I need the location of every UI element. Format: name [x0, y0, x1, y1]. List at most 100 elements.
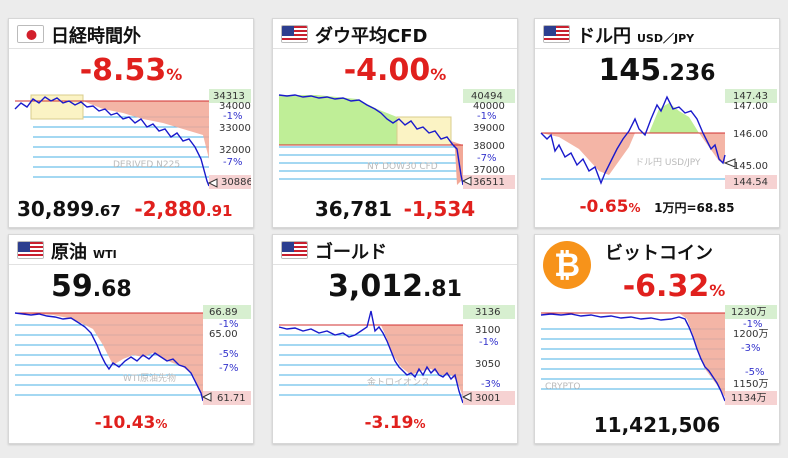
tick-label: 3100 [475, 325, 500, 336]
current-price: 145.236 [598, 53, 716, 88]
tick-label: 147.43 [733, 91, 768, 102]
tick-label: 1200万 [733, 329, 768, 340]
card-footer: -0.65% 1万円=68.85 [535, 197, 779, 225]
tick-label: 3050 [475, 359, 500, 370]
card-title: ダウ平均CFD [315, 26, 428, 47]
card-title: 原油 WTI [51, 242, 117, 263]
card-footer: 36,781 -1,534 [273, 197, 517, 225]
tick-label: 1134万 [731, 393, 766, 404]
tick-label: -5% [745, 367, 764, 378]
card-header: 日経時間外 [9, 19, 253, 49]
tick-label: -1% [479, 337, 498, 348]
tick-label: -1% [219, 319, 238, 330]
tick-label: 146.00 [733, 129, 768, 140]
current-price: 3,012.81 [328, 269, 462, 304]
tick-label: 34000 [219, 101, 251, 112]
tick-label: -5% [219, 349, 238, 360]
card-title: ドル円 USD／JPY [577, 26, 695, 47]
card-header: 原油 WTI [9, 235, 253, 265]
chart-watermark: CRYPTO [545, 382, 580, 392]
japan-flag-icon [17, 25, 44, 43]
dow-chart: NY DOW30 CFD 40494 40000 -1% 39000 38000… [278, 89, 515, 189]
change-value: -1,534 [403, 197, 476, 221]
current-value: 11,421,506 [593, 413, 721, 437]
card-subtitle: USD／JPY [637, 32, 695, 45]
bitcoin-icon: ₿ [543, 241, 591, 289]
nikkei-chart: DERIVED N225 34313 34000 -1% 33000 32000… [14, 89, 251, 189]
tick-label: -3% [481, 379, 500, 390]
chart-watermark: NY DOW30 CFD [367, 162, 438, 172]
card-header: ドル円 USD／JPY [535, 19, 779, 49]
change-percent: -10.43% [94, 413, 168, 433]
card-footer: 11,421,506 [535, 413, 779, 441]
tick-label: 61.71 [217, 393, 246, 404]
yen-conversion-note: 1万円=68.85 [654, 201, 735, 215]
tick-label: -7% [219, 363, 238, 374]
tick-label: 65.00 [209, 329, 238, 340]
card-header: ダウ平均CFD [273, 19, 517, 49]
current-marker-icon [201, 392, 212, 402]
change-percent: -0.65% [579, 197, 641, 217]
nikkei-card[interactable]: 日経時間外 -8.53% DERIVED N225 34313 34000 -1… [8, 18, 254, 228]
current-value: 30,899.67 [17, 197, 121, 221]
card-footer: -3.19% [273, 413, 517, 441]
tick-label: 34313 [213, 91, 245, 102]
usa-flag-icon [17, 241, 44, 259]
usa-flag-icon [543, 25, 570, 43]
current-marker-icon [207, 178, 218, 188]
tick-label: 39000 [473, 123, 505, 134]
current-marker-icon [461, 176, 472, 186]
current-marker-icon [461, 392, 472, 402]
change-percent: -8.53% [79, 53, 183, 88]
change-value: -2,880.91 [134, 197, 233, 221]
tick-label: -1% [743, 319, 762, 330]
chart-watermark: WTI原油先物 [123, 372, 176, 384]
tick-label: 36511 [473, 177, 505, 188]
card-subtitle: WTI [93, 248, 117, 261]
card-title: ビットコイン [605, 243, 713, 264]
tick-label: 40000 [473, 101, 505, 112]
card-footer: 30,899.67 -2,880.91 [9, 197, 253, 225]
change-percent: -3.19% [364, 413, 426, 433]
current-value: 36,781 [314, 197, 393, 221]
gold-card[interactable]: ゴールド 3,012.81 金トロイオンス 3136 3100 -1% 3050… [272, 234, 518, 444]
tick-label: 147.00 [733, 101, 768, 112]
chart-watermark: DERIVED N225 [113, 160, 180, 170]
tick-label: 38000 [473, 141, 505, 152]
change-percent: -6.32% [622, 269, 726, 304]
usdjpy-card[interactable]: ドル円 USD／JPY 145.236 ドル円 USD/JPY 147.43 14… [534, 18, 780, 228]
tick-label: 33000 [219, 123, 251, 134]
tick-label: 3136 [475, 307, 500, 318]
tick-label: -7% [477, 153, 496, 164]
oil-chart: WTI原油先物 66.89 -1% 65.00 -5% -7% 61.71 [14, 305, 251, 405]
tick-label: 37000 [473, 165, 505, 176]
usa-flag-icon [281, 25, 308, 43]
tick-label: 144.54 [733, 177, 768, 188]
tick-label: 30886 [221, 177, 251, 188]
card-header: ゴールド [273, 235, 517, 265]
tick-label: -1% [223, 111, 242, 122]
bitcoin-card[interactable]: ₿ ビットコイン -6.32% CRYPTO 1230万 -1% 1200万 -… [534, 234, 780, 444]
bitcoin-chart: CRYPTO 1230万 -1% 1200万 -3% -5% 1150万 113… [540, 305, 777, 405]
usa-flag-icon [281, 241, 308, 259]
oil-card[interactable]: 原油 WTI 59.68 WTI原油先物 66.89 -1% 65.00 -5% … [8, 234, 254, 444]
tick-label: 66.89 [209, 307, 238, 318]
card-footer: -10.43% [9, 413, 253, 441]
current-price: 59.68 [51, 269, 132, 304]
tick-label: 1150万 [733, 379, 768, 390]
chart-watermark: 金トロイオンス [367, 376, 430, 388]
dow-card[interactable]: ダウ平均CFD -4.00% NY DOW30 CFD 40494 40000 … [272, 18, 518, 228]
current-marker-icon [723, 158, 736, 168]
change-percent: -4.00% [343, 53, 447, 88]
chart-watermark: ドル円 USD/JPY [635, 157, 701, 168]
tick-label: 40494 [471, 91, 503, 102]
card-title: 日経時間外 [51, 26, 141, 47]
tick-label: 1230万 [731, 307, 766, 318]
usdjpy-chart: ドル円 USD/JPY 147.43 147.00 146.00 145.00 … [540, 89, 777, 189]
tick-label: 145.00 [733, 161, 768, 172]
tick-label: -3% [741, 343, 760, 354]
card-title: ゴールド [315, 242, 387, 263]
tick-label: 3001 [475, 393, 500, 404]
tick-label: 32000 [219, 145, 251, 156]
tick-label: -7% [223, 157, 242, 168]
